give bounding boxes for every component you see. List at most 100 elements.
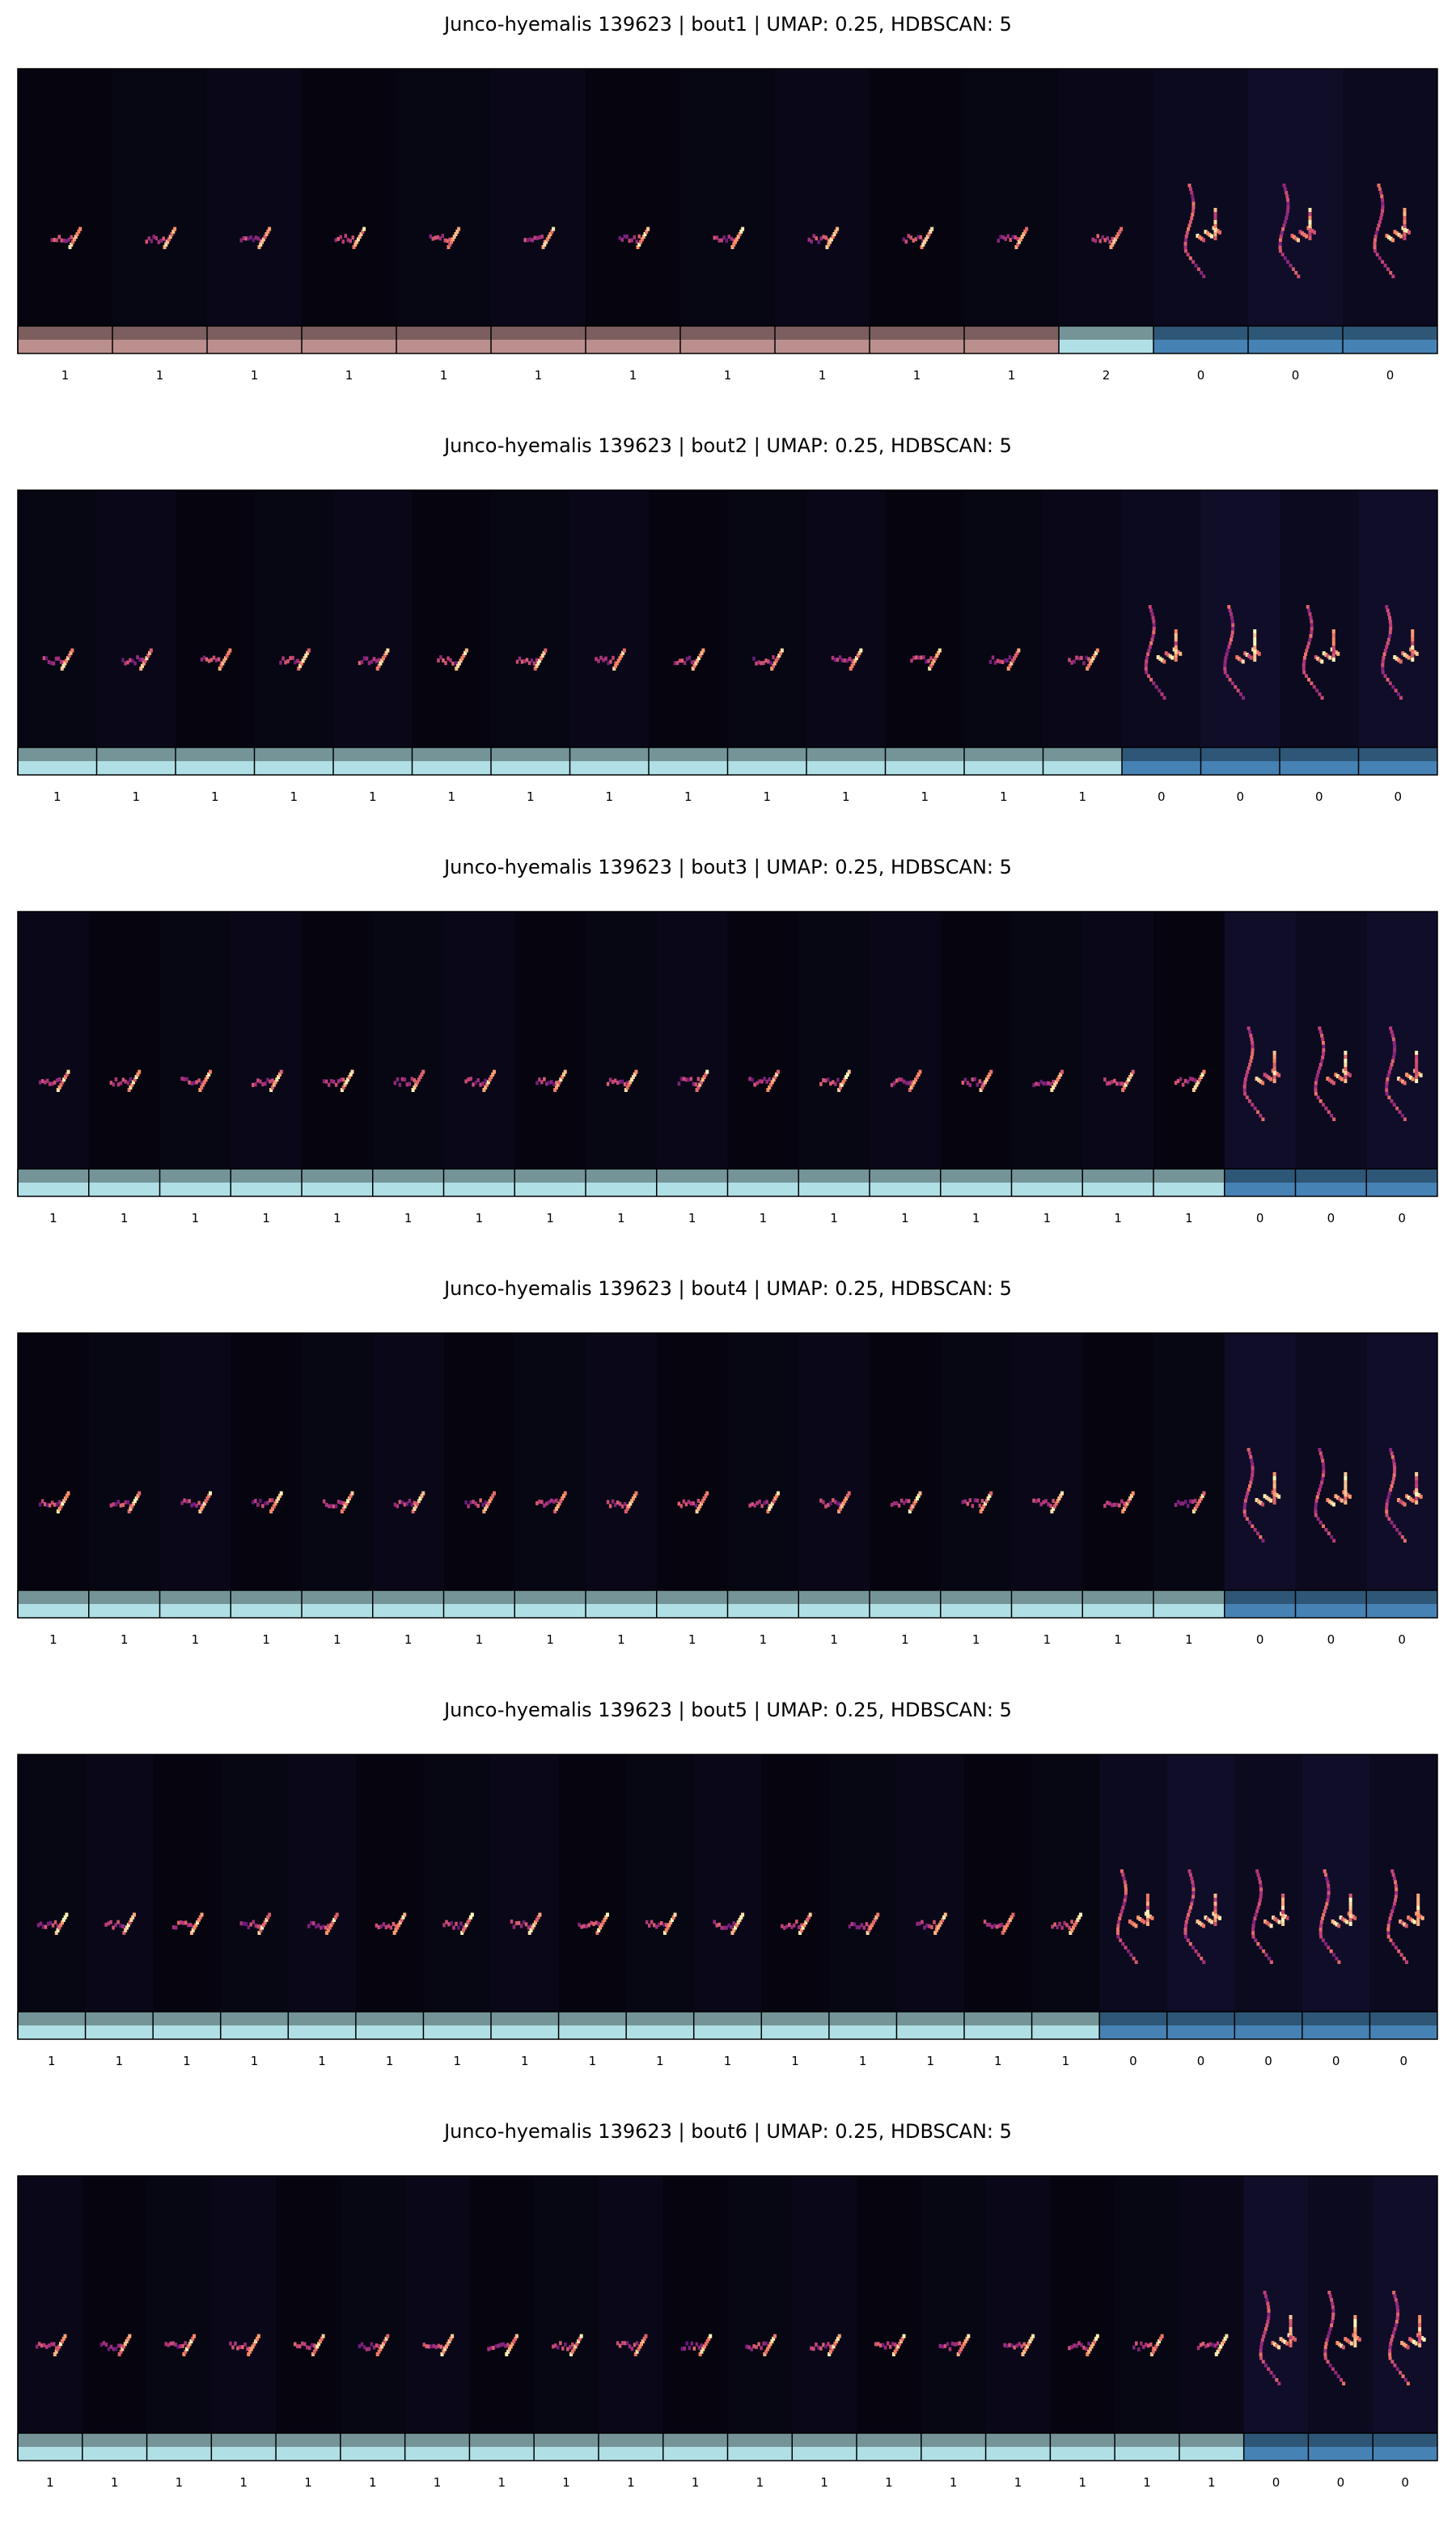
syllable-spectrogram [302, 69, 397, 326]
syllable-spectrogram [18, 2176, 83, 2433]
cluster-label-text: 1 [527, 789, 535, 804]
syllable-spectrogram [964, 1754, 1033, 2012]
cluster-label-text: 0 [1398, 1632, 1406, 1647]
cluster-label-bar [727, 1604, 799, 1618]
cluster-label-bar [1295, 1169, 1367, 1183]
syllable-pattern [422, 2334, 455, 2356]
cluster-label-text: 1 [820, 2475, 828, 2490]
cluster-label-text: 1 [251, 368, 259, 383]
cluster-label-bar [1099, 2012, 1167, 2025]
cluster-label-bar [1234, 2025, 1302, 2039]
cluster-label-bar [18, 747, 97, 761]
syllable-pattern [307, 1912, 339, 1935]
cluster-label-text: 2 [1103, 368, 1111, 383]
syllable-spectrogram [82, 2176, 148, 2433]
cluster-label-bar [372, 1169, 444, 1183]
syllable-pattern [890, 1069, 922, 1092]
cluster-label-bar [333, 747, 413, 761]
syllable-pattern [1032, 1491, 1064, 1513]
cluster-label-bar [302, 326, 396, 340]
cluster-label-bar [662, 2447, 728, 2461]
cluster-label-text: 1 [304, 2475, 312, 2490]
cluster-label-text: 1 [830, 1211, 838, 1225]
cluster-label-bar [1115, 2447, 1179, 2461]
cluster-label-bar [857, 2447, 921, 2461]
syllable-pattern [1318, 1869, 1357, 1964]
cluster-label-bar [656, 1590, 728, 1604]
cluster-label-bar [896, 2012, 964, 2025]
syllable-spectrogram [1369, 1754, 1438, 2012]
syllable-spectrogram [985, 2176, 1051, 2433]
syllable-spectrogram [491, 1754, 560, 2012]
cluster-label-text: 1 [724, 368, 732, 383]
syllable-spectrogram [1043, 490, 1123, 747]
syllable-spectrogram [396, 69, 492, 326]
cluster-label-bar [870, 1183, 941, 1196]
cluster-label-bar [1166, 2025, 1235, 2039]
cluster-label-bar [1366, 1590, 1437, 1604]
syllable-pattern [99, 2334, 132, 2356]
cluster-label-bar [1234, 2012, 1302, 2025]
cluster-label-bar [1358, 761, 1437, 775]
cluster-label-bar [1366, 1183, 1437, 1196]
axes-frame [17, 1332, 1438, 1619]
cluster-label-bar [302, 1604, 373, 1618]
cluster-label-bar [18, 2025, 86, 2039]
syllable-pattern [38, 1069, 70, 1092]
cluster-label-bar [558, 2025, 627, 2039]
syllable-spectrogram [1099, 1754, 1168, 2012]
cluster-label-text: 1 [1014, 2475, 1022, 2490]
cluster-label-bar [276, 2447, 341, 2461]
cluster-label-bar [1011, 1169, 1083, 1183]
cluster-label-bar [112, 340, 207, 353]
syllable-pattern [961, 1069, 993, 1092]
cluster-label-text: 1 [1062, 2054, 1070, 2068]
cluster-label-text: 1 [49, 1211, 57, 1225]
cluster-label-bar [1373, 2433, 1437, 2447]
syllable-spectrogram [18, 69, 113, 326]
cluster-label-text: 1 [1078, 789, 1086, 804]
cluster-label-bar [404, 2433, 470, 2447]
syllable-pattern [578, 1912, 609, 1935]
syllable-pattern [1314, 1448, 1352, 1543]
bout-panel: 1 1 1 1 1 1 1 1 1 1 1 2 0 0 0 [17, 68, 1438, 383]
cluster-label-bar [586, 1590, 657, 1604]
cluster-label-text: 0 [1401, 2475, 1409, 2490]
syllable-spectrogram [775, 69, 870, 326]
syllable-spectrogram [569, 490, 650, 747]
cluster-label-bar [940, 1590, 1012, 1604]
cluster-label-text: 1 [546, 1211, 554, 1225]
syllable-pattern [322, 1491, 354, 1513]
syllable-pattern [673, 648, 705, 671]
syllable-pattern [1003, 2334, 1035, 2356]
syllable-pattern [252, 1069, 283, 1092]
syllable-pattern [145, 226, 177, 249]
cluster-label-text: 1 [262, 1211, 270, 1225]
cluster-label-bar [828, 2025, 897, 2039]
cluster-label-text: 1 [404, 1632, 413, 1647]
cluster-label-bar [18, 2433, 83, 2447]
cluster-label-bar [1308, 2447, 1373, 2461]
cluster-label-bar [1082, 1183, 1153, 1196]
cluster-label-bar [662, 2433, 728, 2447]
syllable-spectrogram [1224, 912, 1296, 1169]
cluster-label-bar [940, 1604, 1012, 1618]
cluster-label-bar [1369, 2012, 1437, 2025]
cluster-label-bar [649, 747, 728, 761]
cluster-label-bar [964, 747, 1043, 761]
syllable-spectrogram [302, 912, 374, 1169]
cluster-label-bar [146, 2433, 212, 2447]
cluster-label-bar [207, 340, 302, 353]
syllable-pattern [1174, 1069, 1206, 1092]
syllable-pattern [606, 1069, 638, 1092]
syllable-pattern [1386, 1869, 1424, 1964]
cluster-label-bar [649, 761, 728, 775]
cluster-label-text: 1 [921, 789, 929, 804]
cluster-label-bar [985, 2447, 1051, 2461]
syllable-spectrogram [586, 1333, 658, 1590]
cluster-label-bar [491, 2025, 559, 2039]
cluster-label-bar [288, 2012, 356, 2025]
cluster-label-bar [372, 1590, 444, 1604]
cluster-label-bar [1224, 1169, 1296, 1183]
cluster-label-bar [534, 2433, 599, 2447]
